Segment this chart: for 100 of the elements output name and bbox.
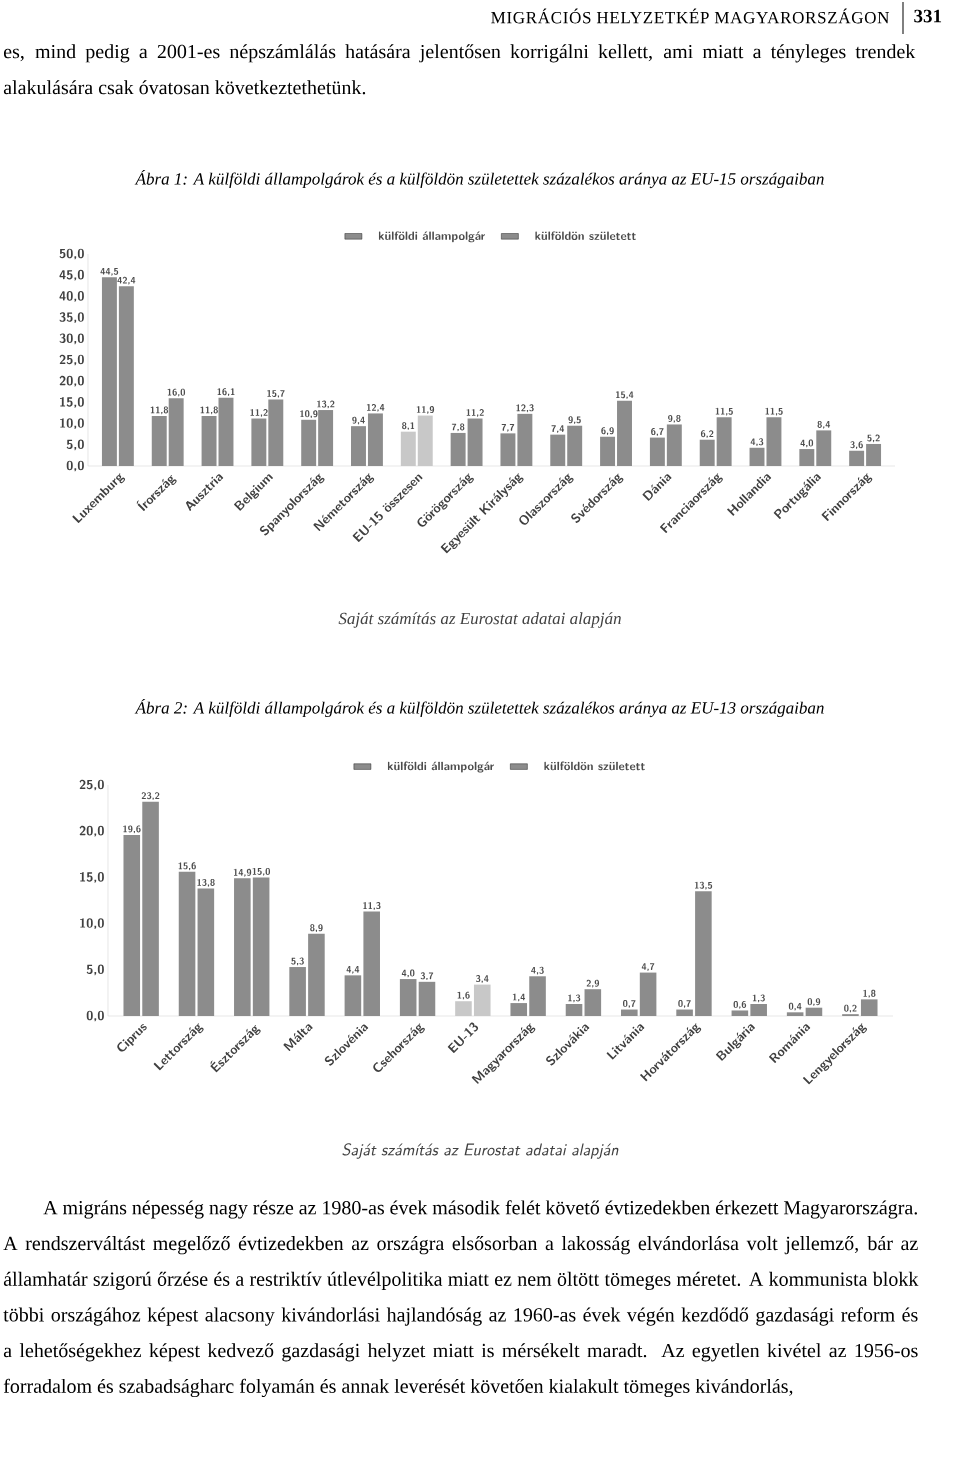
y-tick-label: 25,0 xyxy=(59,354,84,366)
data-label: 7,7 xyxy=(501,424,515,432)
data-label: 3,6 xyxy=(850,441,863,450)
y-tick-label: 30,0 xyxy=(59,333,84,345)
data-label: 11,3 xyxy=(363,902,381,910)
bar xyxy=(849,450,865,467)
bar xyxy=(716,417,732,467)
data-label: 3,4 xyxy=(476,975,489,983)
data-label: 4,3 xyxy=(531,966,544,975)
bar xyxy=(766,417,782,467)
bar xyxy=(695,891,712,1017)
bar xyxy=(344,975,362,1017)
data-label: 11,5 xyxy=(715,407,733,416)
data-label: 11,2 xyxy=(466,409,484,417)
data-label: 0,7 xyxy=(623,1000,636,1008)
data-label: 13,8 xyxy=(197,878,215,887)
bar xyxy=(666,424,682,467)
y-tick-label: 15,0 xyxy=(60,397,84,408)
data-label: 1,6 xyxy=(457,991,470,1000)
chart-title: Ábra 2: A külföldi állampolgárok és a külföldön születettek százalékos aránya az EU-13 országaiban xyxy=(134,698,824,718)
bar xyxy=(786,1012,804,1017)
data-label: 13,2 xyxy=(317,400,335,409)
bar xyxy=(318,410,334,467)
data-label: 16,1 xyxy=(217,388,235,397)
bar xyxy=(418,981,436,1017)
data-label: 4,0 xyxy=(401,969,415,978)
y-tick-label: 10,0 xyxy=(60,418,84,429)
bar xyxy=(201,415,217,467)
bar xyxy=(860,999,878,1017)
bar xyxy=(621,1009,638,1017)
data-label: 1,3 xyxy=(752,994,765,1003)
data-label: 16,0 xyxy=(167,388,186,397)
bar xyxy=(367,413,383,467)
y-tick-label: 10,0 xyxy=(80,918,104,929)
bar xyxy=(529,976,546,1017)
data-label: 6,7 xyxy=(651,428,664,436)
data-label: 8,4 xyxy=(817,420,831,429)
y-tick-label: 5,0 xyxy=(66,439,84,451)
data-label: 8,1 xyxy=(402,422,415,430)
data-label: 9,8 xyxy=(668,414,681,423)
legend-label: külföldi állampolgár xyxy=(387,761,494,773)
bar xyxy=(750,1004,767,1017)
data-label: 10,9 xyxy=(300,410,318,419)
bar xyxy=(450,432,466,467)
bar xyxy=(600,436,616,467)
bar xyxy=(218,397,234,467)
y-tick-label: 0,0 xyxy=(66,460,84,472)
data-label: 7,4 xyxy=(551,425,565,433)
bar xyxy=(351,426,366,467)
data-label: 4,3 xyxy=(750,438,764,447)
bar xyxy=(550,434,566,467)
bar xyxy=(639,972,657,1017)
data-label: 0,2 xyxy=(844,1004,857,1013)
bar xyxy=(805,1007,823,1017)
y-tick-label: 5,0 xyxy=(86,964,104,976)
data-label: 15,0 xyxy=(252,867,271,876)
bar xyxy=(234,878,251,1017)
bar xyxy=(168,398,184,467)
bar xyxy=(731,1010,749,1017)
bar xyxy=(816,430,832,467)
bar xyxy=(699,439,715,467)
bar xyxy=(866,443,882,467)
data-label: 2,9 xyxy=(586,979,600,988)
bar xyxy=(676,1009,693,1017)
text: Saját számítás az Eurostat adatai alapján xyxy=(342,1143,619,1159)
bar xyxy=(118,286,134,467)
y-tick-label: 20,0 xyxy=(79,825,104,837)
text: MIGRÁCIÓS HELYZETKÉP MAGYARORSZÁGON xyxy=(491,8,890,24)
data-label: 13,5 xyxy=(694,881,713,890)
data-label: 12,3 xyxy=(516,404,534,413)
data-label: 19,6 xyxy=(123,825,141,834)
data-label: 4,7 xyxy=(641,963,655,971)
data-label: 23,2 xyxy=(141,792,160,800)
bar xyxy=(308,933,325,1017)
data-label: 12,4 xyxy=(366,403,385,412)
data-label: 15,6 xyxy=(178,862,196,871)
y-tick-label: 50,0 xyxy=(59,248,84,260)
bar xyxy=(289,967,306,1017)
bar xyxy=(517,413,533,467)
bar xyxy=(301,419,317,467)
bar xyxy=(567,425,583,467)
data-label: 5,3 xyxy=(291,957,304,966)
legend-label: külföldön született xyxy=(544,761,645,771)
y-tick-label: 35,0 xyxy=(59,312,84,323)
data-label: 1,3 xyxy=(568,994,581,1003)
text: 331 xyxy=(914,9,942,23)
y-tick-label: 20,0 xyxy=(59,375,84,387)
data-label: 0,9 xyxy=(807,998,821,1006)
data-label: 14,9 xyxy=(233,868,252,877)
data-label: 15,7 xyxy=(267,389,285,398)
data-label: 11,2 xyxy=(250,409,268,417)
data-label: 15,4 xyxy=(615,391,634,400)
y-tick-label: 45,0 xyxy=(59,269,84,281)
data-label: 0,4 xyxy=(788,1002,802,1011)
data-label: 11,9 xyxy=(416,406,435,414)
data-label: 44,5 xyxy=(100,268,119,276)
data-label: 4,0 xyxy=(800,439,814,448)
data-label: 0,6 xyxy=(733,1000,747,1009)
data-label: 7,8 xyxy=(451,423,465,432)
y-tick-label: 25,0 xyxy=(79,779,104,791)
